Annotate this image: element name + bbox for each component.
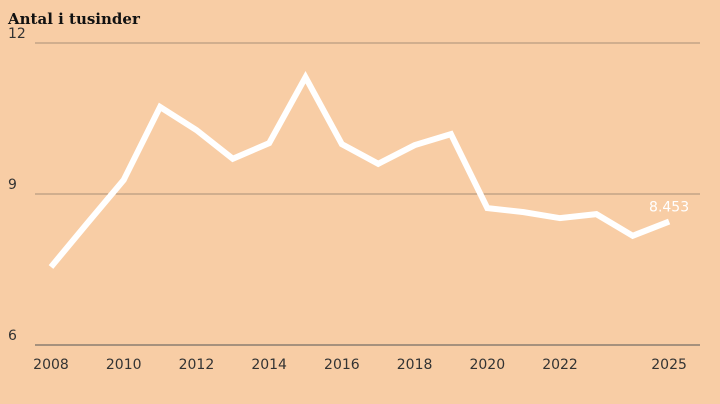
x-tick-label: 2014 xyxy=(251,357,287,373)
chart-title: Antal i tusinder xyxy=(7,10,141,28)
x-tick-label: 2016 xyxy=(324,357,360,373)
y-tick-label: 12 xyxy=(8,26,26,42)
x-tick-label: 2008 xyxy=(33,357,69,373)
value-label: 8.453 xyxy=(649,200,689,216)
y-tick-label: 9 xyxy=(8,177,17,193)
x-tick-label: 2022 xyxy=(542,357,578,373)
x-tick-label: 2012 xyxy=(179,357,215,373)
x-tick-label: 2020 xyxy=(469,357,505,373)
data-line xyxy=(48,70,671,269)
x-tick-label: 2018 xyxy=(397,357,433,373)
y-tick-label: 6 xyxy=(8,328,17,344)
x-tick-label: 2025 xyxy=(651,357,687,373)
x-tick-label: 2010 xyxy=(106,357,142,373)
